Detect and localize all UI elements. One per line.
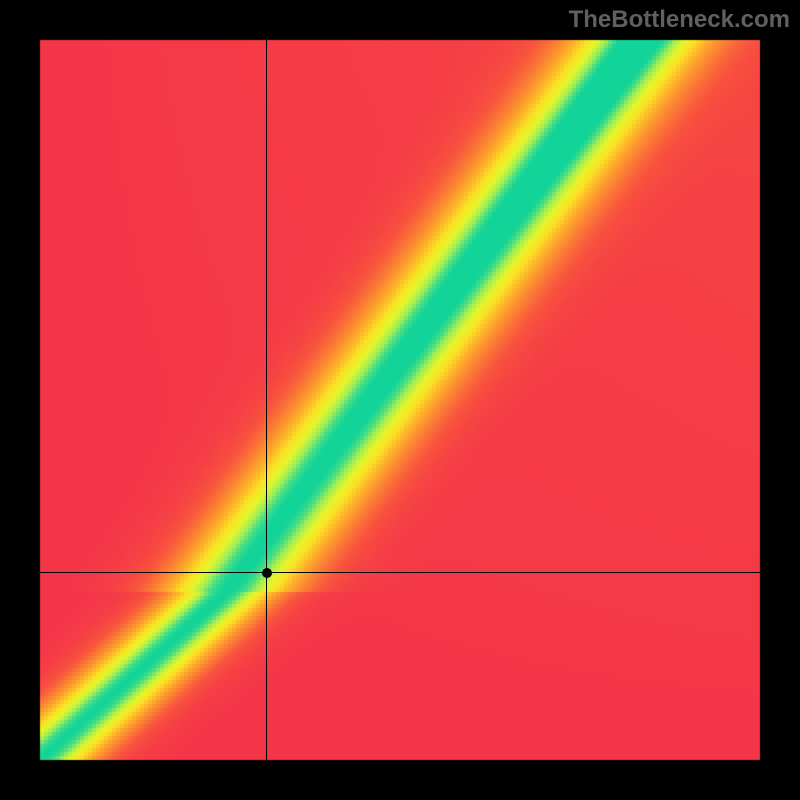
chart-container: TheBottleneck.com xyxy=(0,0,800,800)
crosshair-horizontal xyxy=(40,572,760,573)
heatmap-canvas xyxy=(0,0,800,800)
crosshair-vertical xyxy=(266,40,267,760)
watermark-text: TheBottleneck.com xyxy=(569,6,790,34)
marker-point xyxy=(262,568,272,578)
